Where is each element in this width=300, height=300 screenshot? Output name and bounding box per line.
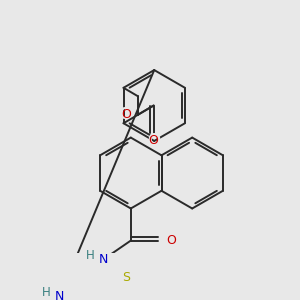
Text: O: O <box>149 134 159 148</box>
Text: O: O <box>122 108 131 121</box>
Text: N: N <box>99 253 109 266</box>
Text: O: O <box>166 233 179 248</box>
Text: N: N <box>53 289 66 300</box>
Text: H: H <box>40 285 52 300</box>
Text: N: N <box>98 252 110 267</box>
Text: O: O <box>166 234 176 247</box>
Text: O: O <box>118 107 131 122</box>
Text: H: H <box>42 286 51 299</box>
Text: H: H <box>84 248 96 263</box>
Text: H: H <box>86 249 95 262</box>
Text: O: O <box>147 134 160 148</box>
Text: S: S <box>122 271 130 284</box>
Text: N: N <box>55 290 64 300</box>
Text: S: S <box>122 270 134 285</box>
